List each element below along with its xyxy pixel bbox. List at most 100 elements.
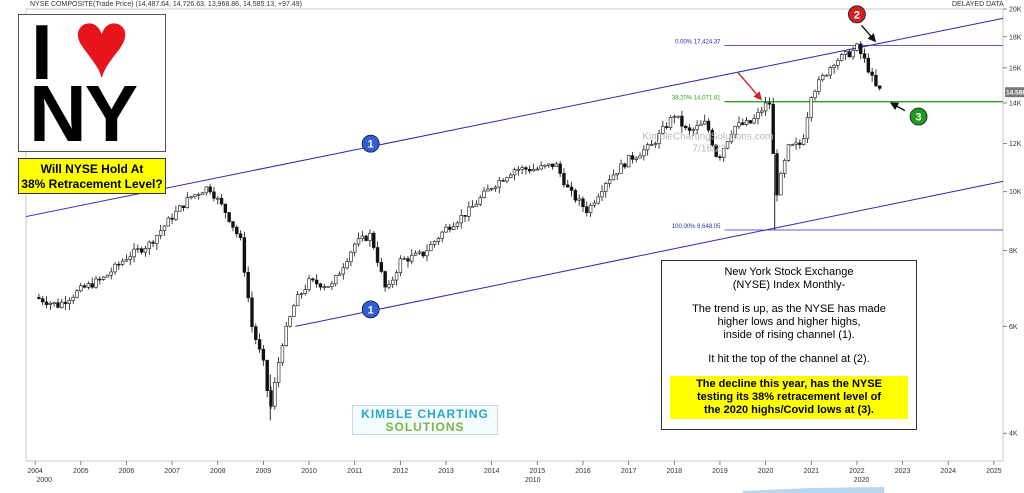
candle-body [801,138,806,145]
candle-body [870,71,874,76]
candle-body [463,215,467,217]
candle-body [604,183,608,192]
candle-body [596,196,600,204]
candle-body [174,210,178,220]
candle-body [425,250,429,257]
candle-body [706,120,711,131]
y-tick-label: 4K [1009,431,1018,438]
desc-p1-line-2: higher lows and higher highs, [717,316,861,328]
candle-body [71,296,75,301]
marker-circle-1 [361,134,380,153]
candle-body [588,204,593,213]
candle-body [238,233,243,238]
candle-body [558,163,562,174]
candle-body [197,194,201,196]
x-tick-label: 2016 [575,468,591,475]
marker-label-1: 1 [368,304,374,316]
candle-body [90,283,94,288]
candle-body [44,301,49,305]
candle-body [98,278,102,281]
candle-body [448,226,452,230]
candle-body [322,286,326,288]
candle-body [314,279,319,285]
desc-title-2: (NYSE) Index Monthly- [732,279,846,291]
candle-body [132,248,136,258]
plot-frame [25,8,1004,462]
x-tick-label: 2005 [73,468,89,475]
y-tick-label: 6K [1009,324,1018,331]
candle-body [672,116,676,118]
candle-body [318,283,323,288]
candle-body [714,144,718,157]
logo-letters-ny: NY [29,69,138,158]
candle-body [874,75,878,87]
candle-body [356,238,361,245]
candle-body [139,248,144,253]
candle-body [227,212,231,222]
candle-body [269,390,273,407]
candle-body [254,326,258,340]
candle-body [843,51,848,55]
candle-body [626,155,631,168]
candle-body [470,205,475,208]
candle-body [866,57,871,73]
marker-circle-2 [848,5,866,24]
kimble-brand-badge: KIMBLE CHARTING SOLUTIONS [352,405,498,435]
candle-body [364,235,368,241]
candle-body [820,75,825,81]
candle-body [535,168,540,171]
candle-body [375,247,380,263]
candle-body [204,186,209,194]
candle-body [813,91,817,99]
candle-body [189,196,193,198]
candle-body [489,188,494,190]
candle-body [402,258,406,260]
candle-body [524,167,528,170]
candle-body [387,283,391,288]
candle-body [158,230,163,236]
candle-body [817,79,821,92]
candle-body [516,169,521,171]
candle-body [379,262,384,272]
candle-body [303,289,307,294]
watermark-date: 7/18/22 [693,143,727,154]
candle-body [94,278,98,288]
candle-body [486,188,490,192]
candle-body [261,348,266,361]
candle-body [474,203,479,207]
symbol-header: NYSE COMPOSITE(Trade Price) (14,487.64, … [30,1,302,8]
candle-body [360,235,365,240]
candle-body [109,271,113,276]
fib-level-label: 100.00% 8,648.05 [672,224,721,230]
candle-body [569,186,574,191]
candle-body [497,180,501,188]
y-tick-label: 12K [1009,141,1022,148]
candle-body [63,301,68,304]
channel-upper-line [25,17,1004,218]
candle-body [341,267,345,275]
candle-body [779,173,783,196]
candle-body [585,206,589,213]
candle-body [832,64,836,68]
candle-body [75,290,79,298]
x-tick-label: 2020 [758,468,774,475]
candle-body [493,186,498,189]
candle-body [117,263,121,266]
candle-body [299,293,304,295]
candle-body [82,285,87,288]
candle-body [482,190,486,198]
candle-body [421,251,425,257]
x-tick-label: 2017 [621,468,637,475]
question-line-2: 38% Retracement Level? [21,177,163,191]
y-tick-label: 18K [1009,34,1022,41]
candle-body [600,191,604,198]
x-tick-label: 2011 [347,468,362,475]
candle-body [105,274,110,278]
candle-body [710,129,715,146]
candle-body [790,144,794,146]
x-tick-label: 2014 [484,468,500,475]
candle-body [847,51,851,58]
candle-body [630,155,635,160]
x-tick-label: 2024 [940,468,956,475]
